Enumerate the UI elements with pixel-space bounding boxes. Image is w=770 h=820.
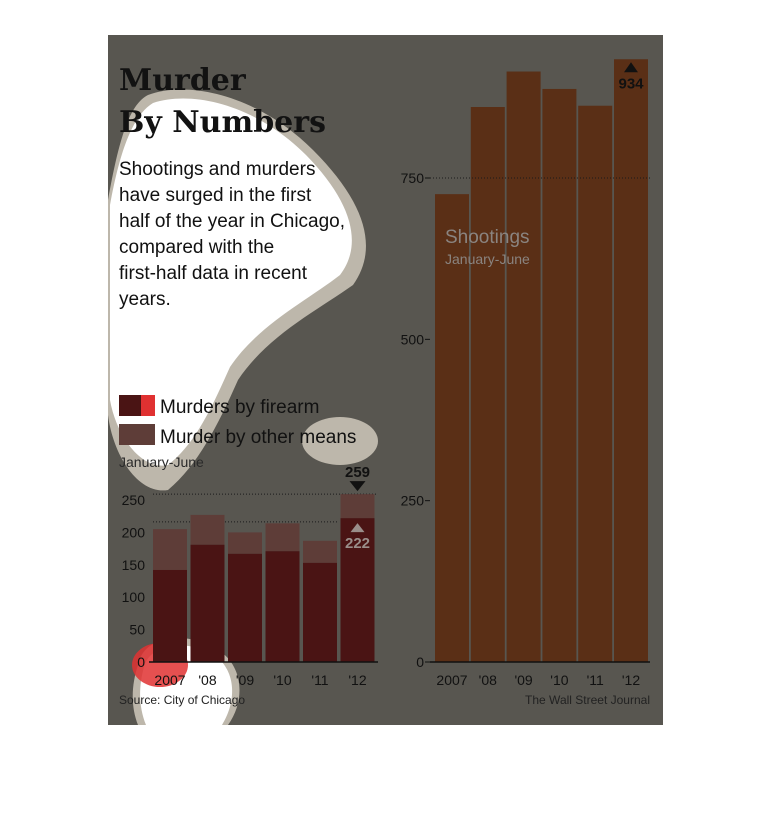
murders-total-label: 259: [345, 464, 370, 481]
murders-bar-firearm: [153, 569, 187, 662]
murders-y-tick-label: 200: [122, 524, 146, 540]
legend-swatch-other: [119, 424, 155, 445]
murders-y-tick-label: 0: [137, 654, 145, 670]
shootings-bars: [435, 59, 648, 663]
shootings-x-tick-label: '12: [622, 672, 640, 688]
shootings-bar: [506, 71, 541, 662]
shootings-x-tick-label: '09: [514, 672, 532, 688]
shootings-bar: [614, 59, 648, 662]
credit-note: The Wall Street Journal: [525, 693, 650, 707]
intro-text: Shootings and murders have surged in the…: [119, 159, 345, 310]
legend-label-firearm: Murders by firearm: [160, 397, 319, 418]
murders-x-tick-label: '08: [198, 672, 216, 688]
shootings-title: Shootings: [445, 227, 530, 248]
legend-swatch-firearm-accent: [141, 395, 155, 416]
murders-bar-firearm: [190, 544, 225, 662]
murders-total-down-triangle: [349, 481, 366, 492]
murders-y-tick-label: 250: [122, 492, 146, 508]
shootings-y-tick-label: 0: [416, 654, 424, 670]
infographic-canvas: Murder By Numbers Shootings and murders …: [108, 59, 650, 725]
murders-bar-other: [340, 494, 375, 519]
shootings-y-tick-label: 500: [401, 331, 425, 347]
title-line-1: Murder: [119, 63, 247, 98]
shootings-x-tick-label: '10: [550, 672, 568, 688]
murders-bar-other: [303, 540, 337, 563]
shootings-up-triangle: [624, 62, 638, 73]
source-note: Source: City of Chicago: [119, 693, 245, 707]
legend: Murders by firearm Murder by other means…: [119, 395, 356, 470]
legend-label-other: Murder by other means: [160, 427, 356, 448]
murders-firearm-up-triangle: [350, 523, 365, 533]
legend-highlight: [302, 417, 378, 465]
shootings-y-tick-label: 250: [401, 493, 425, 509]
intro-line: half of the year in Chicago,: [119, 211, 345, 232]
murders-chart: 0 50 100 150 200 250 2007 '08 '09 '10 '11 '12 259 222: [122, 464, 378, 688]
murders-bar-other: [265, 523, 300, 552]
shootings-chart: Shootings January-June 0 250 500 750 2007 '08…: [401, 59, 650, 688]
shootings-bar: [435, 194, 469, 662]
murders-bar-firearm: [340, 518, 375, 662]
murders-y-tick-label: 50: [129, 622, 145, 638]
murders-firearm-label: 222: [345, 535, 370, 552]
murders-x-tick-label: 2007: [154, 672, 185, 688]
murders-x-tick-label: '10: [273, 672, 291, 688]
shootings-bar: [542, 88, 577, 663]
murders-y-tick-label: 100: [122, 589, 146, 605]
murders-bar-other: [228, 532, 262, 554]
legend-period: January-June: [119, 454, 204, 470]
shootings-x-tick-label: 2007: [436, 672, 467, 688]
shootings-value-label: 934: [618, 75, 644, 92]
intro-highlight: [110, 98, 352, 466]
murders-bar-firearm: [228, 553, 262, 662]
intro-line: compared with the: [119, 237, 274, 258]
murders-bar-firearm: [265, 551, 300, 662]
shootings-y-tick-label: 750: [401, 170, 425, 186]
intro-line: first-half data in recent: [119, 263, 308, 284]
shootings-bar: [578, 105, 613, 663]
intro-line: Shootings and murders: [119, 159, 315, 180]
shootings-bar: [470, 107, 505, 663]
murders-bar-firearm: [303, 562, 337, 662]
murders-x-tick-label: '12: [348, 672, 366, 688]
infographic-panel: Murder By Numbers Shootings and murders …: [108, 35, 663, 725]
shootings-subtitle: January-June: [445, 251, 530, 267]
shootings-x-tick-label: '08: [479, 672, 497, 688]
murders-bar-other: [153, 529, 187, 570]
murders-x-tick-label: '09: [236, 672, 254, 688]
intro-line: have surged in the first: [119, 185, 312, 206]
intro-line: years.: [119, 289, 171, 310]
murders-y-tick-label: 150: [122, 557, 146, 573]
murders-bar-other: [190, 514, 225, 545]
shootings-x-tick-label: '11: [587, 672, 604, 688]
title-line-2: By Numbers: [119, 105, 326, 140]
murders-x-tick-label: '11: [311, 672, 328, 688]
